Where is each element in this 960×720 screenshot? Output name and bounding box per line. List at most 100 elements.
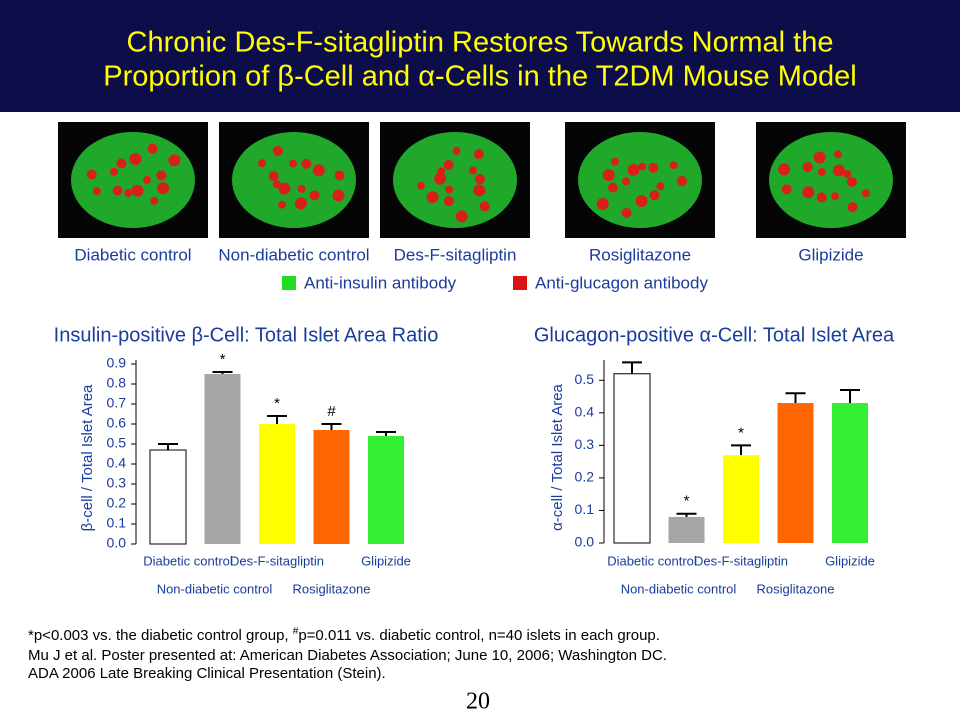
cell-spot [648, 162, 659, 173]
cell-spot [272, 180, 281, 189]
cell-spot [846, 176, 857, 187]
y-tick-label: 0.2 [575, 469, 595, 485]
chart: Insulin-positive β-Cell: Total Islet Are… [54, 324, 439, 596]
cell-spot [150, 196, 159, 205]
cell-spot [479, 201, 490, 212]
islet [71, 132, 195, 228]
y-tick-label: 0.5 [107, 435, 127, 451]
title-line: Proportion of β-Cell and α-Cells in the … [103, 61, 856, 93]
x-tick-label: Des-F-sitagliptin [230, 553, 324, 568]
cell-spot [131, 184, 144, 197]
title-line: Chronic Des-F-sitagliptin Restores Towar… [127, 27, 834, 59]
cell-spot [294, 197, 307, 210]
image-label: Glipizide [798, 245, 863, 264]
islet [232, 132, 356, 228]
x-tick-label: Diabetic control [607, 553, 697, 568]
y-tick-label: 0.2 [107, 495, 127, 511]
legend-swatch [282, 276, 296, 290]
cell-spot [649, 190, 660, 201]
bar [204, 374, 241, 544]
significance-note: *p<0.003 vs. the diabetic control group,… [28, 626, 660, 644]
cell-spot [611, 157, 620, 166]
cell-spot [426, 191, 439, 204]
bar [723, 455, 759, 543]
significance-marker: * [738, 424, 744, 441]
significance-marker: * [684, 493, 690, 510]
cell-spot [602, 169, 615, 182]
cell-spot [143, 176, 151, 184]
y-tick-label: 0.6 [107, 415, 127, 431]
x-tick-label: Non-diabetic control [157, 581, 273, 596]
chart-title: Glucagon-positive α-Cell: Total Islet Ar… [534, 324, 895, 346]
cell-spot [621, 207, 632, 218]
cell-spot [272, 145, 283, 156]
cell-spot [834, 150, 843, 159]
bar [259, 424, 295, 544]
note-text: *p<0.003 vs. the diabetic control group, [28, 627, 293, 644]
y-axis-label: β-cell / Total Islet Area [79, 384, 96, 531]
cell-spot [157, 182, 170, 195]
cell-spot [452, 146, 461, 155]
x-tick-label: Glipizide [825, 553, 875, 568]
cell-spot [268, 170, 279, 181]
cell-spot [278, 182, 291, 195]
image-label: Non-diabetic control [218, 245, 369, 264]
x-tick-label: Glipizide [361, 553, 411, 568]
y-tick-label: 0.4 [107, 455, 127, 471]
cell-spot [831, 192, 840, 201]
x-tick-label: Rosiglitazone [756, 581, 834, 596]
cell-spot [312, 164, 325, 177]
cell-spot [817, 168, 826, 177]
legend-label: Anti-insulin antibody [304, 273, 457, 292]
cell-spot [416, 181, 425, 190]
cell-spot [781, 184, 792, 195]
cell-spot [635, 194, 648, 207]
cell-spot [861, 189, 870, 198]
cell-spot [297, 184, 306, 193]
significance-marker: # [327, 403, 336, 420]
cell-spot [455, 210, 468, 223]
bar [368, 436, 404, 544]
image-label: Diabetic control [74, 245, 191, 264]
legend-swatch [513, 276, 527, 290]
cell-spot [434, 172, 447, 185]
legend-label: Anti-glucagon antibody [535, 273, 708, 292]
cell-spot [627, 163, 640, 176]
cell-spot [289, 159, 298, 168]
cell-spot [86, 169, 97, 180]
legend: Anti-insulin antibody Anti-glucagon antib… [282, 273, 708, 292]
cell-spot [334, 170, 345, 181]
cell-spot [443, 160, 454, 171]
cell-spot [669, 161, 678, 170]
chart-title: Insulin-positive β-Cell: Total Islet Are… [54, 324, 439, 346]
x-tick-label: Diabetic control [143, 553, 233, 568]
cell-spot [473, 184, 486, 197]
cell-spot [301, 158, 312, 169]
cell-spot [258, 159, 267, 168]
cell-spot [474, 174, 485, 185]
cell-spot [778, 163, 791, 176]
reference: ADA 2006 Late Breaking Clinical Presenta… [28, 665, 386, 682]
title-band [0, 0, 960, 112]
cell-spot [309, 190, 320, 201]
y-tick-label: 0.1 [107, 515, 127, 531]
islet [393, 132, 517, 228]
cell-spot [676, 176, 687, 187]
y-tick-label: 0.8 [107, 375, 127, 391]
micrographs: Diabetic control Non-diabetic control Des-… [58, 122, 906, 264]
cell-spot [656, 182, 665, 191]
y-tick-label: 0.3 [575, 436, 595, 452]
y-tick-label: 0.9 [107, 355, 127, 371]
image-label: Des-F-sitagliptin [394, 245, 517, 264]
cell-spot [147, 143, 158, 154]
chart: Glucagon-positive α-Cell: Total Islet Ar… [534, 324, 895, 596]
cell-spot [843, 170, 852, 179]
cell-spot [596, 197, 609, 210]
y-tick-label: 0.5 [575, 371, 595, 387]
cell-spot [468, 166, 477, 175]
cell-spot [607, 182, 618, 193]
y-tick-label: 0.1 [575, 501, 595, 517]
bar [149, 449, 187, 545]
